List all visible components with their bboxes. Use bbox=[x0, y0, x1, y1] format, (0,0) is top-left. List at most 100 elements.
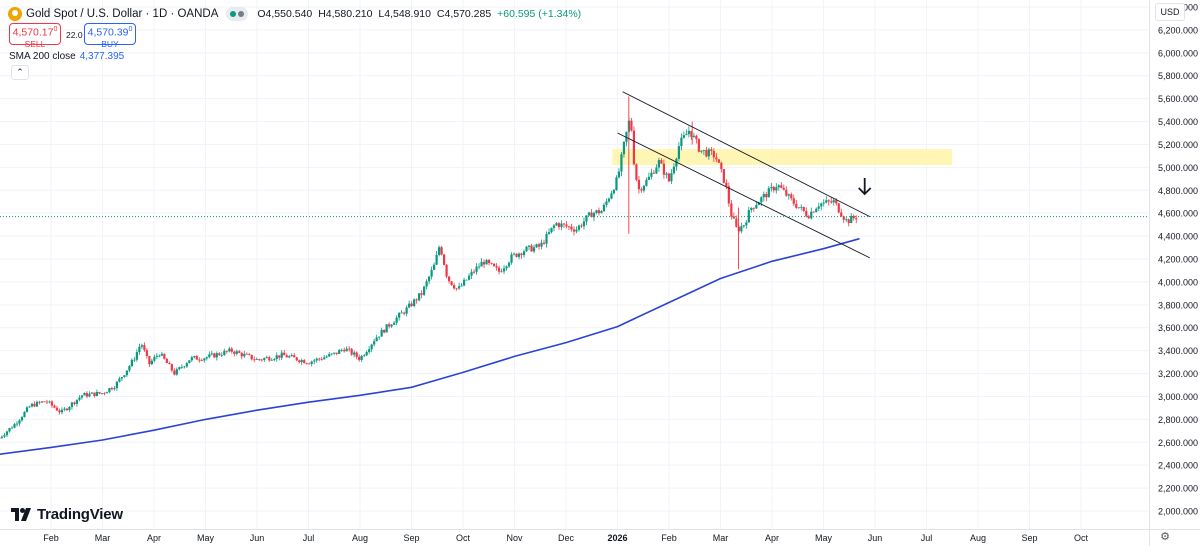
sma-legend[interactable]: SMA 200 close 4,377.395 bbox=[9, 51, 124, 62]
x-tick-label: Jul bbox=[921, 533, 933, 543]
status-dot-icon bbox=[238, 11, 245, 17]
candle-body bbox=[435, 254, 438, 265]
x-tick-label: Nov bbox=[506, 533, 523, 543]
candle-body bbox=[515, 253, 518, 257]
candle-body bbox=[350, 348, 353, 355]
currency-selector[interactable]: USD bbox=[1155, 3, 1185, 21]
candle-body bbox=[343, 349, 346, 352]
candle-body bbox=[55, 407, 59, 411]
candle-body bbox=[497, 267, 501, 272]
candle-body bbox=[720, 162, 723, 170]
settings-gear-icon[interactable]: ⚙ bbox=[1160, 531, 1170, 543]
candle-body bbox=[240, 352, 243, 357]
y-tick-label: 4,000.000 bbox=[1158, 277, 1198, 287]
candle-body bbox=[525, 246, 528, 252]
candle-body bbox=[368, 349, 371, 353]
low-value: L4,548.910 bbox=[378, 8, 431, 20]
candle-body bbox=[108, 388, 111, 393]
candle-body bbox=[527, 245, 531, 247]
candle-body bbox=[195, 356, 198, 360]
candle-body bbox=[303, 360, 306, 364]
candle-body bbox=[745, 222, 748, 226]
sell-button[interactable]: 4,570.170 SELL bbox=[9, 23, 61, 49]
candle-body bbox=[408, 303, 411, 308]
candle-body bbox=[797, 207, 800, 209]
resistance-zone bbox=[612, 149, 953, 166]
candle-body bbox=[805, 210, 808, 217]
candle-body bbox=[682, 135, 685, 138]
candle-body bbox=[532, 247, 536, 252]
x-tick-label: Jun bbox=[250, 533, 265, 543]
x-tick-label: Apr bbox=[147, 533, 161, 543]
x-tick-label: Dec bbox=[558, 533, 575, 543]
y-tick-label: 4,600.000 bbox=[1158, 209, 1198, 219]
candle-body bbox=[50, 401, 54, 406]
candle-body bbox=[233, 351, 236, 354]
candle-body bbox=[140, 345, 143, 347]
y-tick-label: 3,200.000 bbox=[1158, 369, 1198, 379]
candle-body bbox=[662, 163, 666, 175]
candle-body bbox=[517, 253, 521, 257]
sma-value: 4,377.395 bbox=[79, 51, 125, 62]
collapse-legend-button[interactable]: ⌃ bbox=[11, 65, 29, 80]
candle-body bbox=[165, 358, 168, 364]
sell-label: SELL bbox=[24, 38, 46, 49]
market-status-badge[interactable] bbox=[226, 7, 249, 21]
resistance-zone-rect bbox=[612, 149, 953, 166]
change-value: +60.595 (+1.34%) bbox=[497, 8, 582, 20]
candle-body bbox=[235, 351, 238, 354]
candle-body bbox=[88, 393, 91, 397]
candle-body bbox=[60, 409, 64, 413]
candle-body bbox=[155, 355, 158, 357]
candle-body bbox=[63, 408, 66, 410]
candle-body bbox=[750, 207, 753, 211]
candle-body bbox=[645, 179, 648, 186]
y-tick-label: 3,800.000 bbox=[1158, 300, 1198, 310]
candle-body bbox=[325, 356, 328, 358]
candle-body bbox=[530, 245, 533, 252]
candle-body bbox=[183, 366, 186, 368]
candle-body bbox=[258, 359, 261, 360]
candle-body bbox=[105, 392, 109, 394]
buy-button[interactable]: 4,570.390 BUY bbox=[84, 23, 136, 49]
buy-label: BUY bbox=[101, 38, 119, 49]
candle-body bbox=[263, 358, 266, 361]
candle-body bbox=[300, 360, 303, 363]
candle-body bbox=[43, 401, 46, 403]
candle-body bbox=[193, 356, 196, 358]
spread-value: 22.0 bbox=[66, 30, 83, 40]
symbol-title[interactable]: Gold Spot / U.S. Dollar · 1D · OANDA bbox=[26, 8, 219, 20]
candle-body bbox=[158, 355, 161, 357]
candle-body bbox=[428, 276, 431, 282]
candle-body bbox=[228, 348, 231, 352]
candle-body bbox=[700, 150, 703, 152]
candle-body bbox=[710, 149, 713, 151]
candle-body bbox=[595, 210, 598, 213]
sell-price: 4,570.17 bbox=[12, 26, 54, 39]
candle-body bbox=[385, 324, 388, 333]
candle-body bbox=[845, 219, 848, 221]
candle-body bbox=[58, 410, 61, 413]
status-dot-icon bbox=[230, 11, 237, 17]
candle-body bbox=[130, 359, 133, 367]
candle-body bbox=[775, 187, 778, 191]
candle-body bbox=[560, 223, 563, 228]
candle-body bbox=[687, 130, 690, 135]
candle-body bbox=[665, 173, 668, 175]
candle-body bbox=[8, 428, 11, 432]
candle-body bbox=[65, 408, 69, 411]
candle-body bbox=[160, 353, 163, 356]
candle-body bbox=[15, 423, 19, 425]
candle-body bbox=[110, 388, 113, 390]
candle-body bbox=[120, 377, 123, 379]
candle-body bbox=[238, 351, 241, 353]
candle-body bbox=[260, 359, 263, 361]
candle-body bbox=[727, 186, 730, 204]
candle-body bbox=[348, 348, 351, 350]
candles bbox=[0, 96, 858, 439]
candle-body bbox=[467, 275, 471, 280]
candle-body bbox=[245, 353, 248, 355]
candle-body bbox=[393, 322, 396, 325]
trendline bbox=[617, 132, 871, 259]
